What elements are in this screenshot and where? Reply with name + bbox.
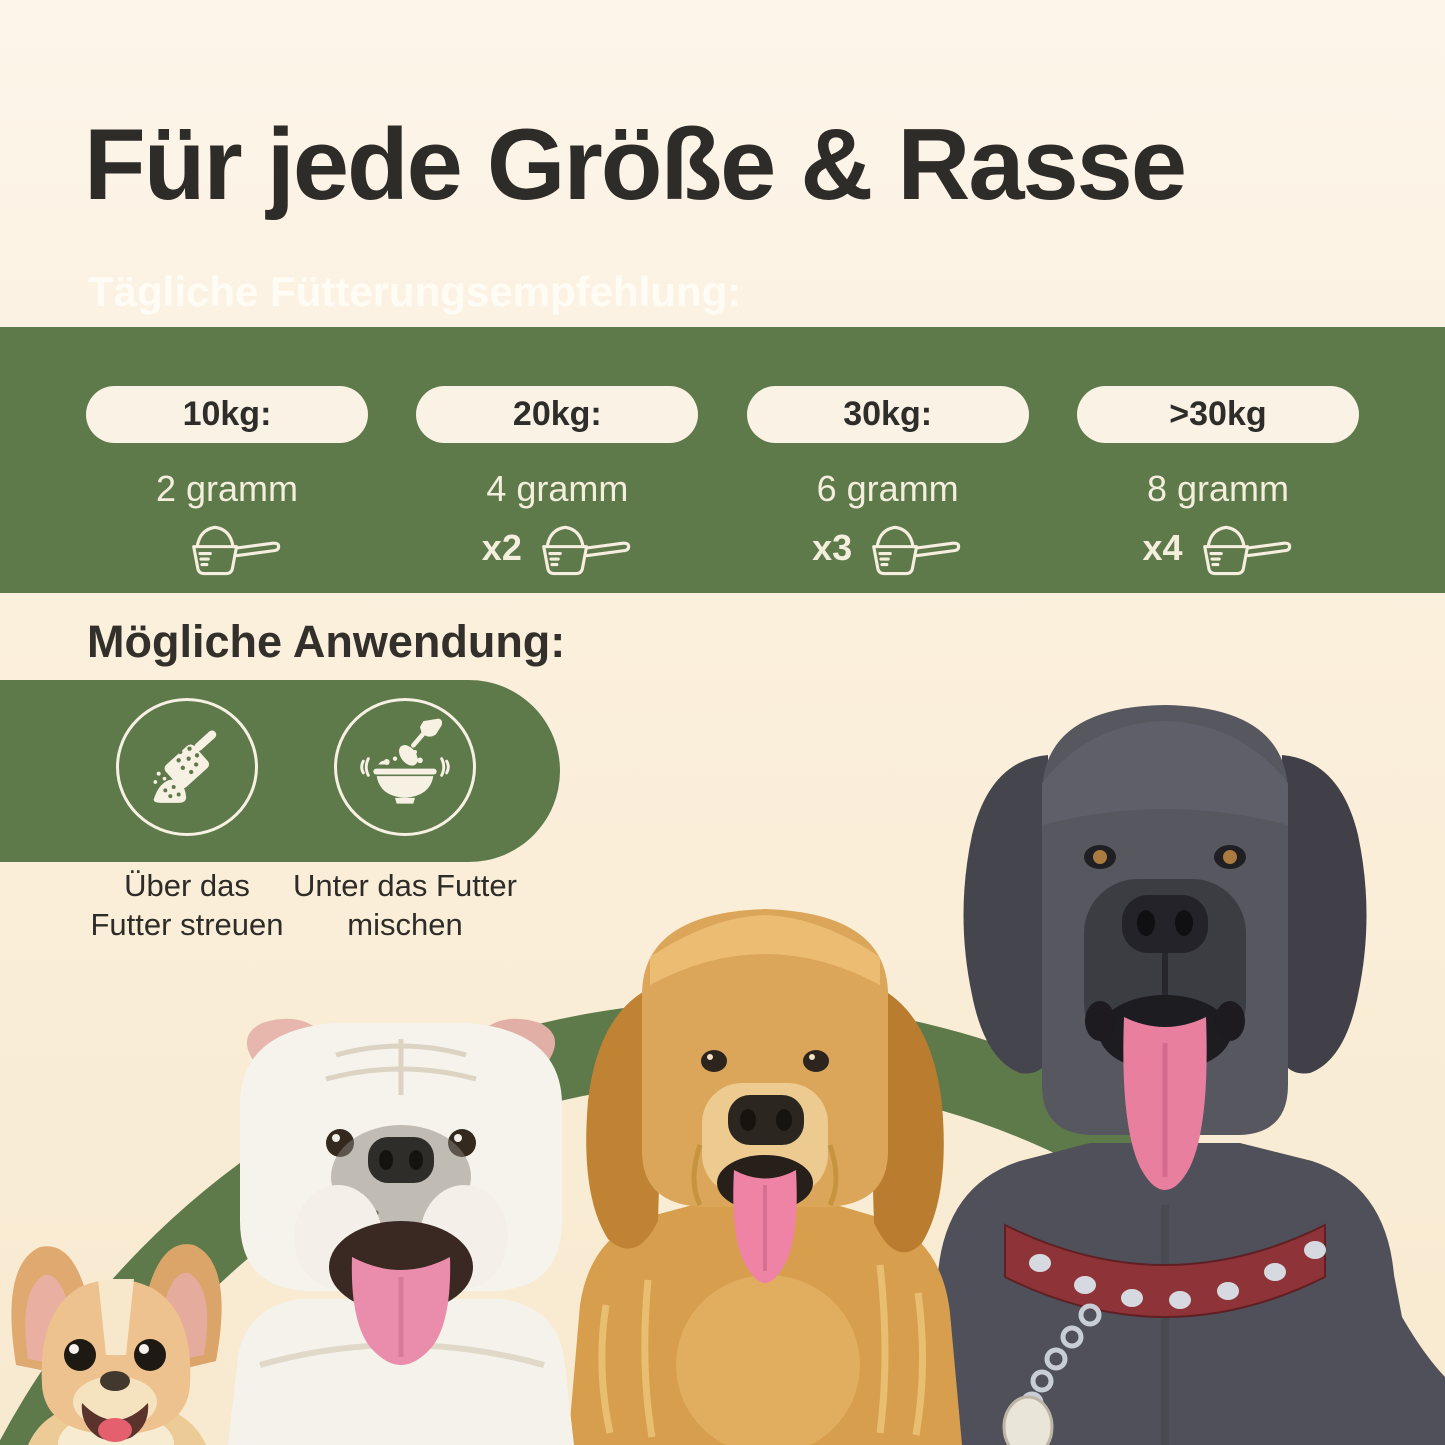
label-line: Unter das Futter xyxy=(293,868,517,903)
sprinkle-method-label: Über das Futter streuen xyxy=(58,866,316,944)
amount-label: 8 gramm xyxy=(1146,468,1289,509)
feeding-subtitle: Tägliche Fütterungsempfehlung: xyxy=(88,268,742,315)
feeding-column-30kg: 30kg: 6 gramm x3 xyxy=(746,327,1029,593)
feeding-table-band: 10kg: 2 gramm 20kg: 4 gramm x2 30kg: 6 g… xyxy=(0,327,1445,593)
scoop-row xyxy=(172,519,283,577)
amount-label: 4 gramm xyxy=(486,468,629,509)
measuring-scoop-icon xyxy=(191,525,280,576)
mixing-bowl-icon xyxy=(355,717,455,817)
golden-retriever-dog-image xyxy=(568,909,962,1445)
great-dane-dog-image xyxy=(925,705,1445,1445)
feeding-column-over-30kg: >30kg 8 gramm x4 xyxy=(1076,327,1359,593)
weight-label: 30kg: xyxy=(843,395,933,433)
mix-method-circle xyxy=(334,698,476,836)
label-line: Futter streuen xyxy=(90,907,284,942)
measuring-scoop-icon xyxy=(542,525,631,576)
weight-pill: 10kg: xyxy=(86,386,368,443)
amount-label: 2 gramm xyxy=(155,468,299,509)
weight-pill: 20kg: xyxy=(416,386,699,443)
label-line: mischen xyxy=(347,907,463,942)
sprinkle-method-circle xyxy=(116,698,258,836)
scoop-row: x2 xyxy=(482,519,633,577)
scoop-row: x4 xyxy=(1142,519,1293,577)
weight-label: 20kg: xyxy=(512,395,602,433)
weight-pill: 30kg: xyxy=(746,386,1029,443)
feeding-column-20kg: 20kg: 4 gramm x2 xyxy=(416,327,699,593)
dogs-illustration xyxy=(11,705,1445,1445)
application-band xyxy=(0,680,560,862)
chihuahua-dog-image xyxy=(11,1244,222,1445)
amount-label: 6 gramm xyxy=(816,468,959,509)
application-heading: Mögliche Anwendung: xyxy=(87,616,566,667)
page-title: Für jede Größe & Rasse xyxy=(84,109,1187,221)
multiplier-label: x3 xyxy=(812,527,853,568)
measuring-scoop-icon xyxy=(1202,525,1291,576)
mix-method-label: Unter das Futter mischen xyxy=(272,866,538,944)
multiplier-label: x4 xyxy=(1142,527,1183,568)
sprinkle-scoop-icon xyxy=(153,725,230,803)
multiplier-label: x2 xyxy=(481,527,522,568)
weight-label: >30kg xyxy=(1169,395,1267,433)
feeding-column-10kg: 10kg: 2 gramm xyxy=(86,327,368,593)
label-line: Über das xyxy=(124,868,250,903)
english-bulldog-dog-image xyxy=(228,1018,574,1445)
weight-pill: >30kg xyxy=(1076,386,1359,443)
weight-label: 10kg: xyxy=(182,395,272,433)
scoop-row: x3 xyxy=(812,519,963,577)
measuring-scoop-icon xyxy=(872,525,961,576)
